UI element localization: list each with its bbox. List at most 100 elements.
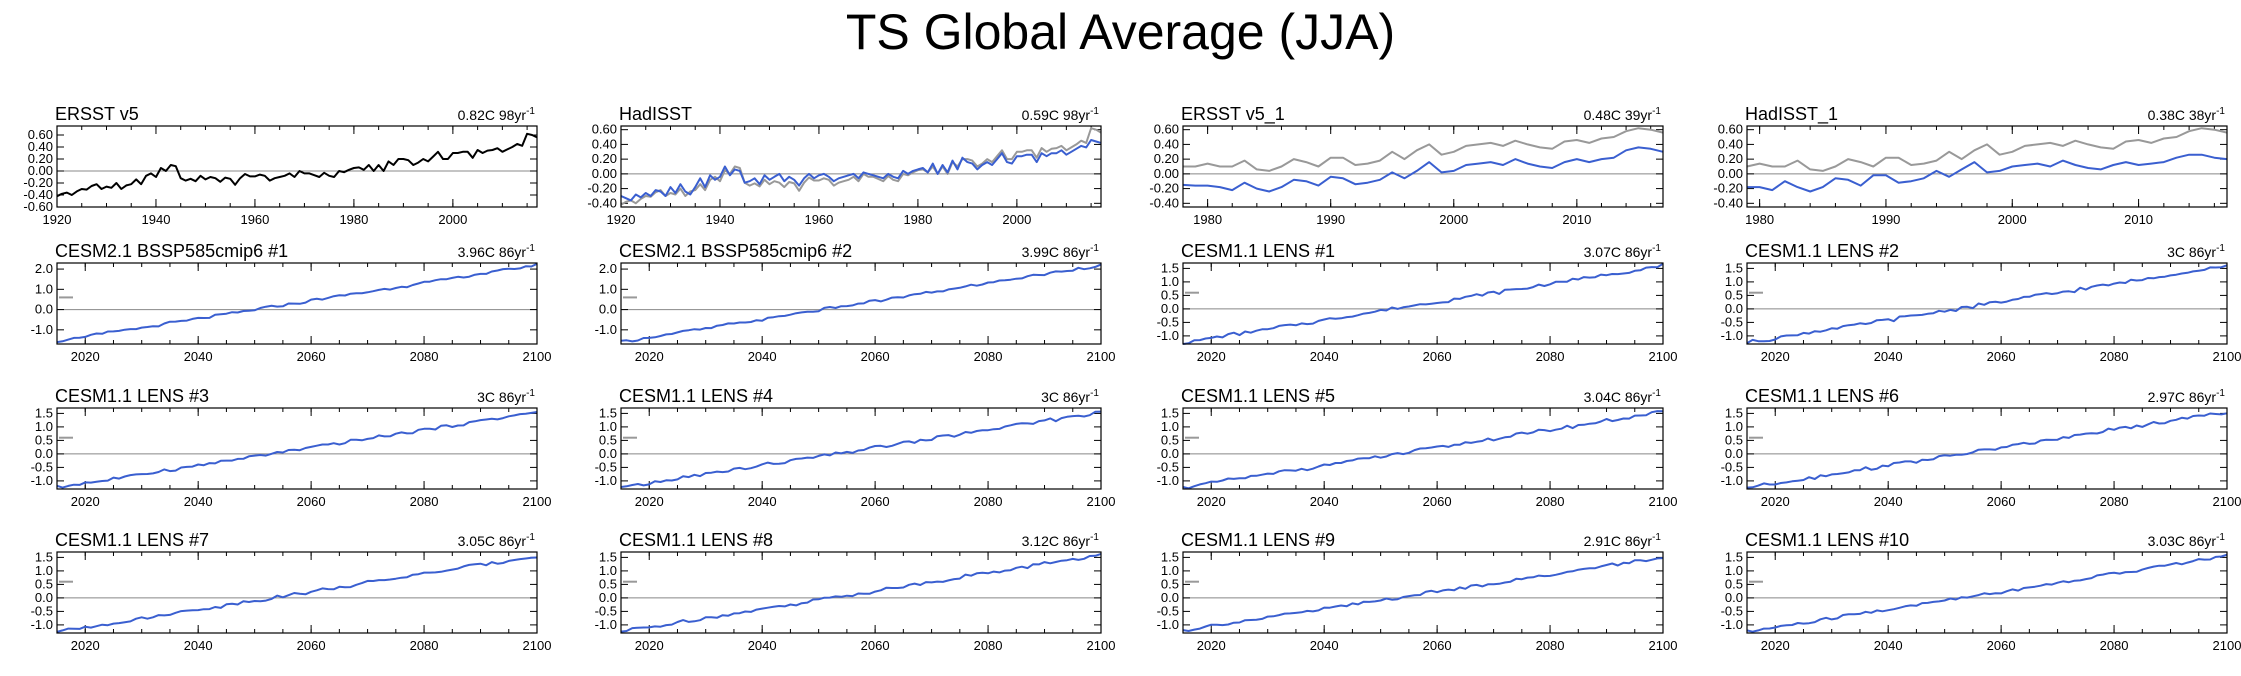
y-tick-label: 1.5 [35, 549, 53, 564]
x-tick-label: 2080 [974, 638, 1003, 653]
series-line-model [1182, 146, 1664, 193]
panel-9: CESM1.1 LENS #3 3C 86yr-1 2020 2040 2060 2080… [31, 386, 552, 509]
panel-trend: 0.82C 98yr-1 [458, 106, 536, 123]
y-tick-label: -0.40 [1149, 195, 1179, 210]
panel-title: CESM1.1 LENS #3 [55, 386, 209, 406]
series-line-reference [1183, 127, 1664, 172]
panel-title: CESM1.1 LENS #5 [1181, 386, 1335, 406]
trend-superscript: -1 [2216, 106, 2225, 117]
panel-frame [56, 407, 538, 490]
x-tick-label: 2080 [2100, 494, 2129, 509]
x-tick-label: 2040 [1310, 494, 1339, 509]
x-tick-label: 1960 [240, 212, 269, 227]
panel-7: CESM1.1 LENS #1 3.07C 86yr-1 2020 2040 2060 2… [1157, 241, 1678, 364]
x-tick-label: 1980 [1193, 212, 1222, 227]
x-tick-label: 1940 [706, 212, 735, 227]
y-tick-label: 0.60 [592, 122, 617, 137]
series-line-model [620, 139, 1102, 202]
y-tick-label: 1.0 [1725, 563, 1743, 578]
y-tick-label: 0.0 [1725, 590, 1743, 605]
y-tick-label: 0.20 [1154, 151, 1179, 166]
x-tick-label: 2020 [635, 494, 664, 509]
panel-title: ERSST v5_1 [1181, 104, 1285, 125]
y-tick-label: 0.0 [1161, 301, 1179, 316]
panel-title: CESM1.1 LENS #10 [1745, 530, 1909, 550]
trend-superscript: -1 [526, 532, 535, 543]
x-tick-label: 2040 [1874, 638, 1903, 653]
panel-frame [1746, 125, 2228, 208]
panel-trend: 3.96C 86yr-1 [458, 243, 536, 260]
x-tick-label: 1980 [339, 212, 368, 227]
panel-frame [1182, 262, 1664, 345]
y-tick-label: 0.5 [599, 576, 617, 591]
trend-superscript: -1 [526, 106, 535, 117]
panel-frame [620, 551, 1102, 634]
panel-5: CESM2.1 BSSP585cmip6 #1 3.96C 86yr-1 2020 2… [31, 241, 552, 364]
y-tick-label: -1.0 [31, 617, 53, 632]
series-line-model [1182, 262, 1664, 345]
panel-10: CESM1.1 LENS #4 3C 86yr-1 2020 2040 2060 2080… [595, 386, 1116, 509]
x-tick-label: 2080 [2100, 349, 2129, 364]
x-tick-label: 2100 [523, 494, 552, 509]
x-tick-label: 2040 [184, 638, 213, 653]
y-tick-label: 0.0 [1725, 301, 1743, 316]
x-tick-label: 2100 [523, 638, 552, 653]
y-tick-label: 1.0 [599, 281, 617, 296]
x-tick-label: 1920 [607, 212, 636, 227]
y-tick-label: 0.0 [1161, 590, 1179, 605]
x-tick-label: 2060 [1987, 494, 2016, 509]
panel-8: CESM1.1 LENS #2 3C 86yr-1 2020 2040 2060 2080… [1721, 241, 2241, 364]
y-tick-label: -0.5 [1157, 603, 1179, 618]
x-tick-label: 2000 [1998, 212, 2027, 227]
y-tick-label: 0.0 [1725, 446, 1743, 461]
y-tick-label: 0.00 [1718, 166, 1743, 181]
y-tick-label: -1.0 [1721, 617, 1743, 632]
y-tick-label: 0.60 [28, 127, 53, 142]
series-line-model [1746, 412, 2228, 489]
y-tick-label: 0.5 [1725, 576, 1743, 591]
panel-16: CESM1.1 LENS #10 3.03C 86yr-1 2020 2040 2060… [1721, 530, 2241, 653]
y-tick-label: 1.5 [1161, 260, 1179, 275]
trend-superscript: -1 [526, 388, 535, 399]
x-tick-label: 1980 [903, 212, 932, 227]
x-tick-label: 2040 [1310, 638, 1339, 653]
y-tick-label: 0.20 [1718, 151, 1743, 166]
y-tick-label: -0.40 [1713, 195, 1743, 210]
panel-12: CESM1.1 LENS #6 2.97C 86yr-1 2020 2040 2060 2… [1721, 386, 2241, 509]
y-tick-label: 1.5 [1161, 549, 1179, 564]
y-tick-label: 1.0 [1161, 274, 1179, 289]
y-tick-label: 0.40 [1718, 136, 1743, 151]
x-tick-label: 1980 [1745, 212, 1774, 227]
trend-superscript: -1 [1652, 106, 1661, 117]
y-tick-label: 0.0 [35, 302, 53, 317]
x-tick-label: 2100 [523, 349, 552, 364]
series-line-model [56, 411, 538, 489]
panel-title: CESM1.1 LENS #1 [1181, 241, 1335, 261]
series-line-model [1746, 553, 2228, 633]
y-tick-label: -0.5 [1721, 314, 1743, 329]
y-tick-label: 1.0 [1161, 563, 1179, 578]
y-tick-label: 0.40 [592, 136, 617, 151]
panel-trend: 3.07C 86yr-1 [1584, 243, 1662, 260]
trend-superscript: -1 [1090, 532, 1099, 543]
trend-superscript: -1 [526, 243, 535, 254]
x-tick-label: 2020 [1761, 349, 1790, 364]
panel-trend: 3C 86yr-1 [2167, 243, 2225, 260]
trend-superscript: -1 [2216, 243, 2225, 254]
series-line-model [1182, 557, 1664, 632]
figure-title: TS Global Average (JJA) [845, 4, 1396, 60]
x-tick-label: 2080 [1536, 638, 1565, 653]
x-tick-label: 2000 [438, 212, 467, 227]
panel-4: HadISST_1 0.38C 38yr-1 1980 1990 2000 2010 0.6… [1713, 104, 2228, 227]
y-tick-label: 0.0 [35, 590, 53, 605]
x-tick-label: 2080 [1536, 349, 1565, 364]
trend-superscript: -1 [1090, 243, 1099, 254]
panel-frame [1746, 407, 2228, 490]
x-tick-label: 2060 [1987, 638, 2016, 653]
y-tick-label: -0.5 [1721, 603, 1743, 618]
series-line-model [1746, 264, 2228, 345]
panel-trend: 2.97C 86yr-1 [2148, 388, 2226, 405]
y-tick-label: -0.5 [595, 603, 617, 618]
y-tick-label: -1.0 [595, 473, 617, 488]
x-tick-label: 2060 [1423, 349, 1452, 364]
